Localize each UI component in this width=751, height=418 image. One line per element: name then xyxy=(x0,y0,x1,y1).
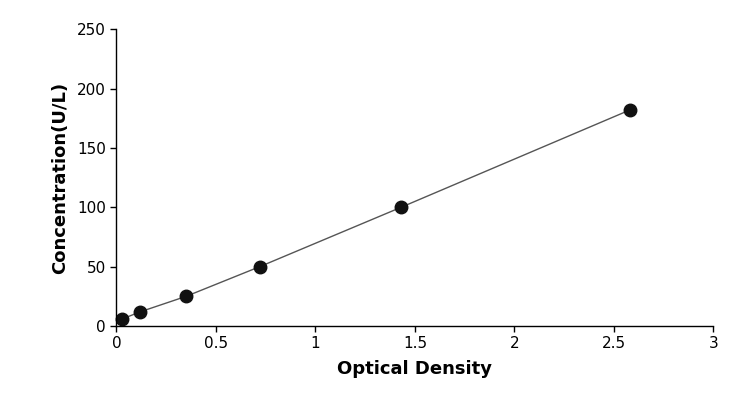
Point xyxy=(254,263,266,270)
Point xyxy=(116,316,128,322)
X-axis label: Optical Density: Optical Density xyxy=(337,360,493,378)
Y-axis label: Concentration(U/L): Concentration(U/L) xyxy=(51,82,69,274)
Point xyxy=(180,293,192,300)
Point xyxy=(395,204,407,211)
Point xyxy=(624,107,636,113)
Point xyxy=(134,308,146,315)
